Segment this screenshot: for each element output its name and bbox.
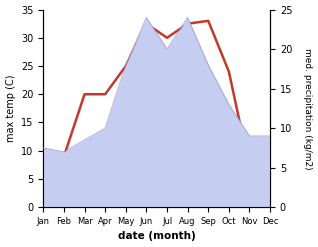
- Y-axis label: max temp (C): max temp (C): [5, 75, 16, 142]
- Y-axis label: med. precipitation (kg/m2): med. precipitation (kg/m2): [303, 48, 313, 169]
- X-axis label: date (month): date (month): [118, 231, 196, 242]
